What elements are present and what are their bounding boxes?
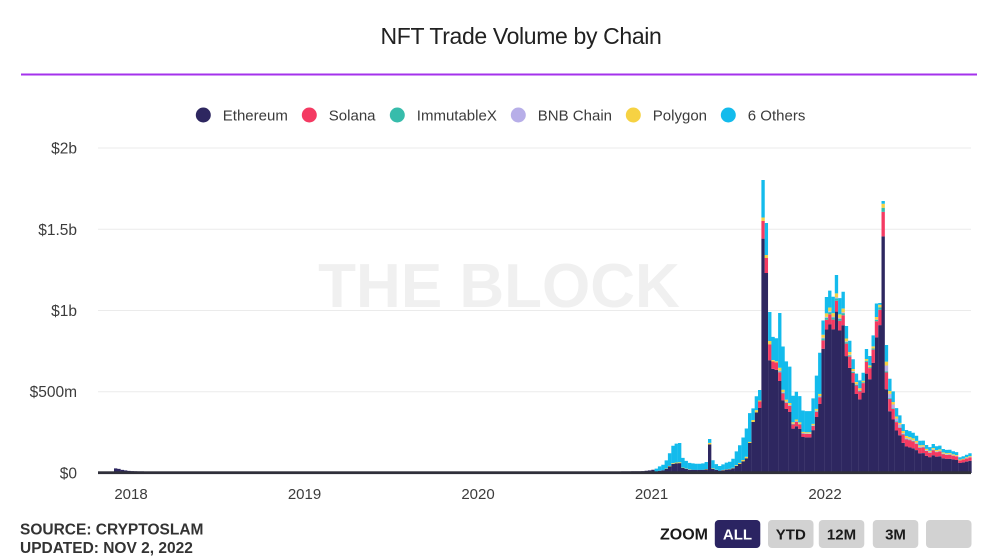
svg-text:ALL: ALL xyxy=(723,527,752,544)
svg-text:BNB Chain: BNB Chain xyxy=(538,108,612,125)
svg-text:UPDATED: NOV 2, 2022: UPDATED: NOV 2, 2022 xyxy=(20,540,193,557)
svg-text:Solana: Solana xyxy=(329,108,376,125)
svg-text:$500m: $500m xyxy=(30,384,77,401)
svg-text:YTD: YTD xyxy=(776,527,806,544)
svg-text:ImmutableX: ImmutableX xyxy=(417,108,497,125)
svg-text:2020: 2020 xyxy=(461,486,494,503)
svg-text:12M: 12M xyxy=(827,527,856,544)
svg-text:$0: $0 xyxy=(60,466,78,483)
svg-text:$1b: $1b xyxy=(51,303,77,320)
svg-text:Ethereum: Ethereum xyxy=(223,108,288,125)
svg-text:2022: 2022 xyxy=(808,486,841,503)
svg-text:THE BLOCK: THE BLOCK xyxy=(318,252,680,321)
svg-text:2021: 2021 xyxy=(635,486,668,503)
svg-text:$2b: $2b xyxy=(51,141,77,158)
svg-text:3M: 3M xyxy=(885,527,906,544)
svg-text:NFT Trade Volume by Chain: NFT Trade Volume by Chain xyxy=(380,23,661,49)
svg-text:Polygon: Polygon xyxy=(653,108,707,125)
svg-text:$1.5b: $1.5b xyxy=(38,222,77,239)
svg-text:6 Others: 6 Others xyxy=(748,108,806,125)
svg-text:2019: 2019 xyxy=(288,486,321,503)
svg-text:SOURCE: CRYPTOSLAM: SOURCE: CRYPTOSLAM xyxy=(20,522,203,539)
svg-text:ZOOM: ZOOM xyxy=(660,527,708,544)
svg-text:2018: 2018 xyxy=(114,486,147,503)
